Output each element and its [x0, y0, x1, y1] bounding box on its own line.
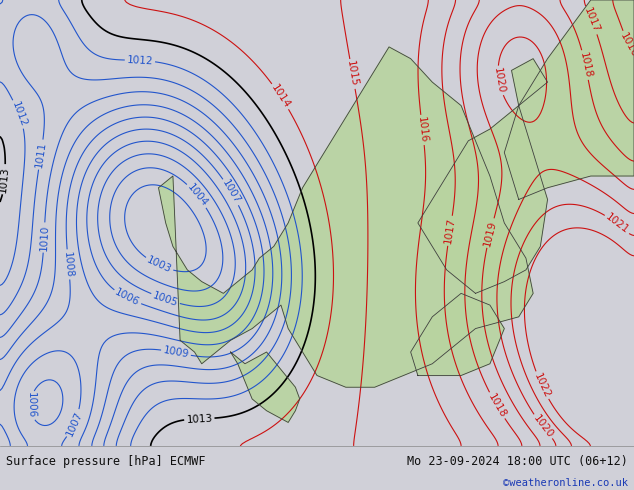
- Polygon shape: [158, 47, 533, 387]
- Text: 1020: 1020: [492, 67, 506, 95]
- Text: 1007: 1007: [220, 178, 242, 206]
- Text: 1011: 1011: [34, 141, 48, 169]
- Text: 1013: 1013: [186, 413, 213, 424]
- Polygon shape: [504, 0, 634, 199]
- Polygon shape: [418, 59, 548, 294]
- Text: 1021: 1021: [604, 212, 631, 236]
- Text: 1013: 1013: [0, 166, 11, 193]
- Text: 1003: 1003: [145, 255, 173, 275]
- Text: 1015: 1015: [346, 60, 359, 88]
- Text: 1016: 1016: [618, 31, 634, 59]
- Text: 1017: 1017: [582, 6, 601, 34]
- Polygon shape: [231, 352, 300, 422]
- Text: 1020: 1020: [531, 413, 555, 440]
- Text: 1006: 1006: [25, 392, 36, 419]
- Text: 1022: 1022: [532, 371, 552, 399]
- Text: 1017: 1017: [443, 217, 457, 245]
- Text: 1012: 1012: [127, 55, 153, 66]
- Text: 1005: 1005: [152, 290, 179, 308]
- Text: 1014: 1014: [269, 83, 292, 110]
- Text: 1008: 1008: [62, 251, 75, 278]
- Polygon shape: [411, 294, 504, 375]
- Text: 1006: 1006: [113, 287, 141, 308]
- Text: 1018: 1018: [578, 51, 593, 79]
- Text: 1018: 1018: [486, 392, 508, 419]
- Text: ©weatheronline.co.uk: ©weatheronline.co.uk: [503, 478, 628, 489]
- Text: 1009: 1009: [162, 345, 190, 360]
- Text: 1010: 1010: [39, 224, 49, 251]
- Text: 1007: 1007: [65, 410, 84, 438]
- Text: Surface pressure [hPa] ECMWF: Surface pressure [hPa] ECMWF: [6, 455, 206, 468]
- Text: 1019: 1019: [482, 219, 498, 247]
- Text: 1004: 1004: [185, 182, 209, 209]
- Text: Mo 23-09-2024 18:00 UTC (06+12): Mo 23-09-2024 18:00 UTC (06+12): [407, 455, 628, 468]
- Text: 1012: 1012: [10, 100, 29, 128]
- Text: 1016: 1016: [416, 116, 429, 144]
